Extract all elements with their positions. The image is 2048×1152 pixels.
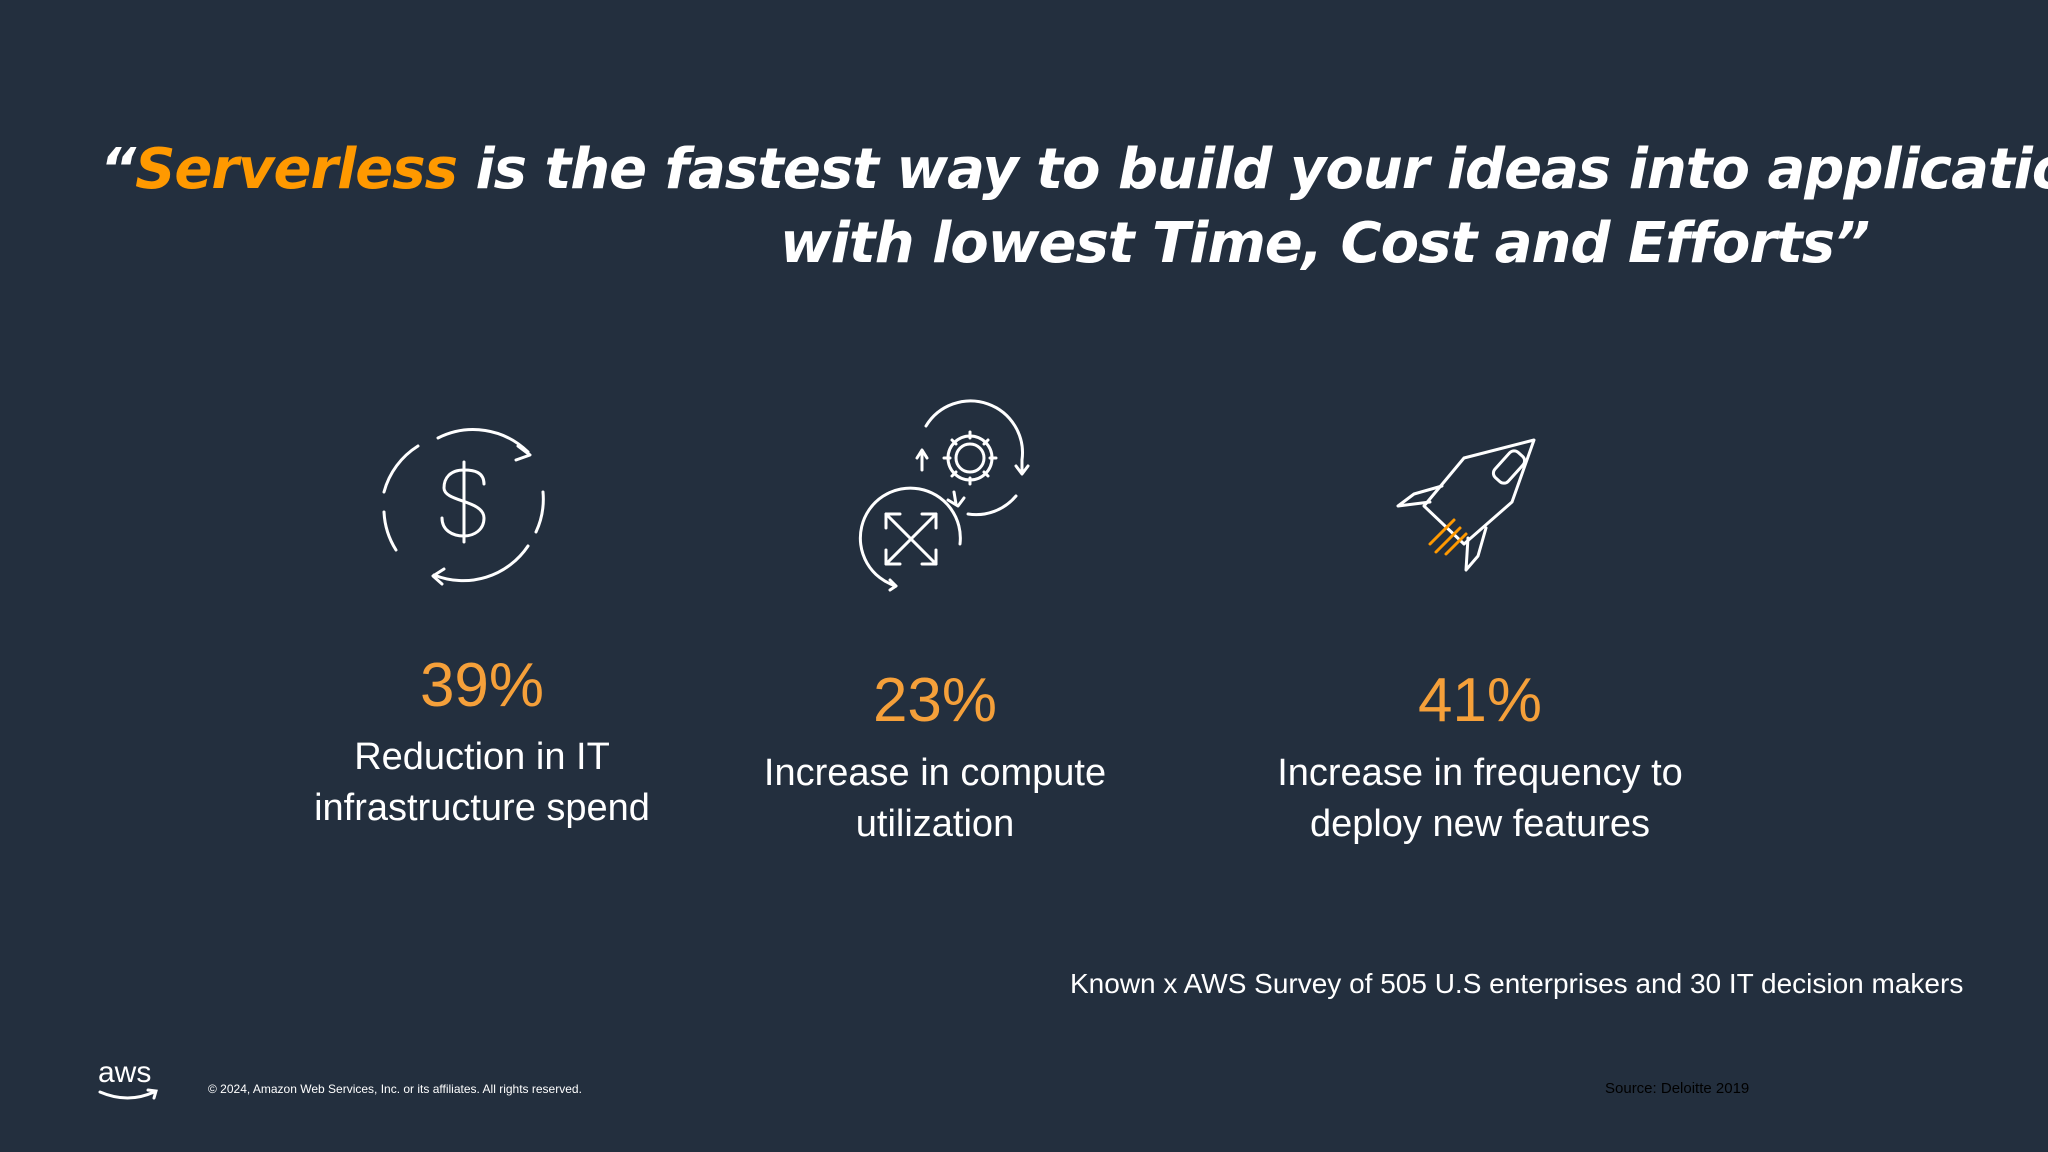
aws-smile-icon	[98, 1088, 158, 1100]
dollar-cycle-icon	[382, 428, 545, 586]
aws-logo-text: aws	[98, 1056, 152, 1089]
headline-line-1: “Serverless is the fastest way to build …	[100, 132, 2048, 208]
stat-description-line: utilization	[855, 803, 1015, 845]
stat-description-line: Increase in frequency to	[1277, 752, 1683, 794]
stat-description-line: deploy new features	[1309, 803, 1651, 845]
headline-line-1-rest: is the fastest way to build your ideas i…	[456, 137, 2048, 202]
stat-description-compute: Increase in compute utilization	[715, 748, 1155, 850]
headline-line-2: with lowest Time, Cost and Efforts”	[780, 211, 1870, 276]
stat-description-deploy: Increase in frequency to deploy new feat…	[1230, 748, 1730, 850]
compute-scale-gear-icon	[858, 399, 1030, 592]
stat-description-line: Reduction in IT	[354, 736, 610, 778]
stat-value-compute: 23%	[872, 666, 998, 735]
stat-value-deploy: 41%	[1417, 666, 1543, 735]
survey-note: Known x AWS Survey of 505 U.S enterprise…	[1070, 968, 1964, 999]
copyright-notice: © 2024, Amazon Web Services, Inc. or its…	[208, 1082, 582, 1096]
stat-description-line: Increase in compute	[763, 752, 1107, 794]
rocket-icon	[1396, 438, 1536, 572]
stat-description-infrastructure: Reduction in IT infrastructure spend	[262, 732, 702, 834]
open-quote: “	[100, 137, 136, 202]
source-note: Source: Deloitte 2019	[1605, 1080, 1750, 1097]
headline-highlight: Serverless	[135, 137, 458, 202]
stat-description-line: infrastructure spend	[314, 787, 650, 829]
stat-value-infrastructure: 39%	[419, 651, 545, 720]
aws-logo: aws	[98, 1058, 162, 1107]
